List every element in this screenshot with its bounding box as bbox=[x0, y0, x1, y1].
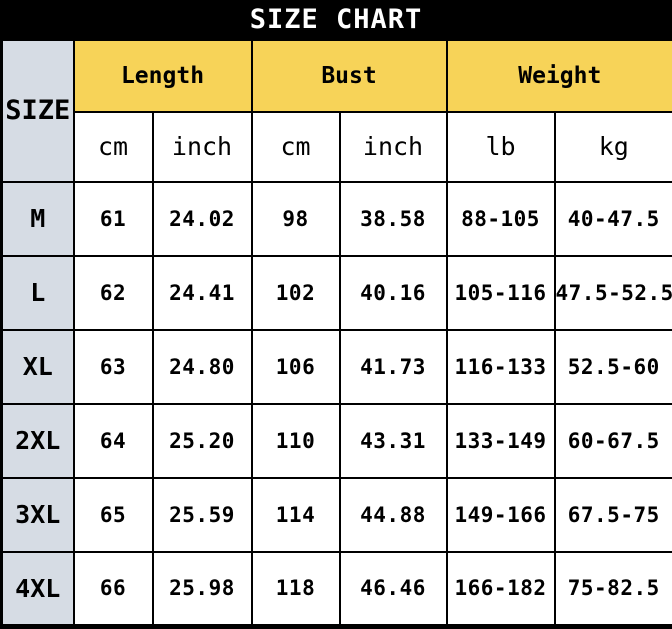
value-cell: 43.31 bbox=[338, 402, 448, 479]
value-cell: 25.20 bbox=[151, 402, 253, 479]
value-cell: 106 bbox=[250, 328, 341, 405]
group-header-length: Length bbox=[72, 38, 253, 113]
value-cell: 149-166 bbox=[445, 476, 556, 553]
value-cell: 118 bbox=[250, 550, 341, 627]
value-cell: 40.16 bbox=[338, 254, 448, 331]
size-label-cell: XL bbox=[0, 328, 75, 405]
value-cell: 114 bbox=[250, 476, 341, 553]
value-cell: 67.5-75 bbox=[553, 476, 672, 553]
value-cell: 166-182 bbox=[445, 550, 556, 627]
value-cell: 40-47.5 bbox=[553, 180, 672, 257]
size-chart-table: SIZE Length Bust Weight cm inch cm inch … bbox=[0, 38, 672, 627]
size-label-cell: L bbox=[0, 254, 75, 331]
unit-header-row: cm inch cm inch lb kg bbox=[2, 110, 672, 183]
group-header-row: SIZE Length Bust Weight bbox=[0, 38, 672, 183]
table-row: 2XL 64 25.20 110 43.31 133-149 60-67.5 bbox=[0, 402, 672, 479]
table-row: M 61 24.02 98 38.58 88-105 40-47.5 bbox=[0, 180, 672, 257]
unit-cell-bust-cm: cm bbox=[250, 110, 341, 183]
size-label-cell: 4XL bbox=[0, 550, 75, 627]
value-cell: 24.80 bbox=[151, 328, 253, 405]
table-row: 3XL 65 25.59 114 44.88 149-166 67.5-75 bbox=[0, 476, 672, 553]
value-cell: 63 bbox=[72, 328, 154, 405]
value-cell: 25.98 bbox=[151, 550, 253, 627]
table-row: XL 63 24.80 106 41.73 116-133 52.5-60 bbox=[0, 328, 672, 405]
value-cell: 47.5-52.5 bbox=[553, 254, 672, 331]
size-label-cell: 2XL bbox=[0, 402, 75, 479]
unit-cell-weight-kg: kg bbox=[553, 110, 672, 183]
value-cell: 41.73 bbox=[338, 328, 448, 405]
value-cell: 64 bbox=[72, 402, 154, 479]
value-cell: 61 bbox=[72, 180, 154, 257]
value-cell: 62 bbox=[72, 254, 154, 331]
table-row: 4XL 66 25.98 118 46.46 166-182 75-82.5 bbox=[0, 550, 672, 627]
unit-cell-bust-inch: inch bbox=[338, 110, 448, 183]
size-label-cell: M bbox=[0, 180, 75, 257]
value-cell: 24.02 bbox=[151, 180, 253, 257]
size-label-cell: 3XL bbox=[0, 476, 75, 553]
value-cell: 133-149 bbox=[445, 402, 556, 479]
value-cell: 116-133 bbox=[445, 328, 556, 405]
group-header-bust: Bust bbox=[250, 38, 448, 113]
group-header-weight: Weight bbox=[445, 38, 672, 113]
page-title: SIZE CHART bbox=[0, 0, 672, 38]
value-cell: 60-67.5 bbox=[553, 402, 672, 479]
value-cell: 24.41 bbox=[151, 254, 253, 331]
value-cell: 46.46 bbox=[338, 550, 448, 627]
value-cell: 38.58 bbox=[338, 180, 448, 257]
value-cell: 98 bbox=[250, 180, 341, 257]
size-column-header: SIZE bbox=[0, 38, 75, 183]
unit-cell-weight-lb: lb bbox=[445, 110, 556, 183]
value-cell: 25.59 bbox=[151, 476, 253, 553]
unit-cell-length-cm: cm bbox=[72, 110, 154, 183]
unit-cell-length-inch: inch bbox=[151, 110, 253, 183]
value-cell: 44.88 bbox=[338, 476, 448, 553]
value-cell: 88-105 bbox=[445, 180, 556, 257]
value-cell: 52.5-60 bbox=[553, 328, 672, 405]
value-cell: 105-116 bbox=[445, 254, 556, 331]
value-cell: 110 bbox=[250, 402, 341, 479]
value-cell: 66 bbox=[72, 550, 154, 627]
value-cell: 102 bbox=[250, 254, 341, 331]
table-row: L 62 24.41 102 40.16 105-116 47.5-52.5 bbox=[0, 254, 672, 331]
value-cell: 65 bbox=[72, 476, 154, 553]
value-cell: 75-82.5 bbox=[553, 550, 672, 627]
